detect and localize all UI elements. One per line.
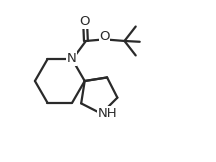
Text: O: O — [79, 15, 90, 28]
Text: N: N — [67, 52, 76, 65]
Text: O: O — [99, 30, 110, 43]
Text: NH: NH — [98, 107, 117, 120]
